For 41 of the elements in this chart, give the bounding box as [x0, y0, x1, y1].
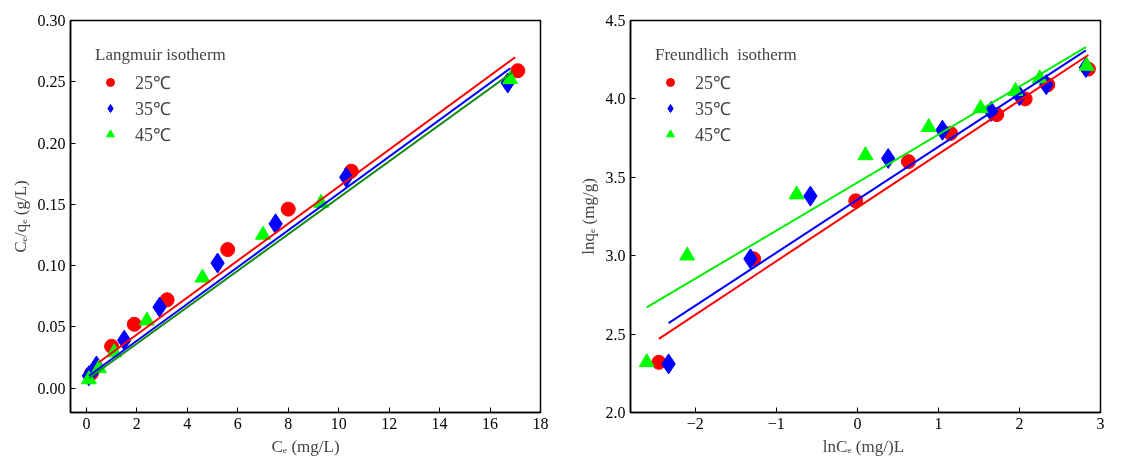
legend-title: Freundlich isotherm: [655, 45, 797, 65]
y-tick-label: 0.00: [37, 379, 66, 397]
x-tick-label: 14: [431, 414, 448, 432]
x-tick-label: 4: [183, 414, 192, 432]
y-tick-label: 0.25: [37, 73, 66, 91]
y-tick-label: 4.5: [605, 12, 626, 29]
legend-label: 25℃: [135, 72, 171, 94]
y-tick-label: 0.20: [37, 134, 66, 152]
y-tick-label: 2.5: [605, 325, 626, 343]
x-tick-label: 12: [381, 414, 398, 432]
y-tick-label: 0.05: [37, 318, 66, 336]
legend-title: Langmuir isotherm: [95, 45, 226, 65]
y-tick-label: 3.5: [605, 168, 626, 186]
y-axis-title: lnqₑ (mg/g): [578, 178, 598, 255]
x-tick-label: 16: [482, 414, 499, 432]
legend-label: 45℃: [695, 124, 731, 146]
x-tick-label: 0: [82, 414, 91, 432]
y-tick-label: 4.0: [605, 90, 626, 108]
x-tick-label: −1: [767, 414, 785, 432]
legend-label: 35℃: [135, 98, 171, 120]
x-tick-label: 3: [1096, 414, 1105, 432]
x-tick-label: −2: [686, 414, 704, 432]
x-tick-label: 18: [532, 414, 549, 432]
x-tick-label: 6: [233, 414, 242, 432]
x-tick-label: 2: [1015, 414, 1024, 432]
x-tick-label: 0: [853, 414, 862, 432]
y-tick-label: 0.15: [37, 195, 66, 213]
y-axis-title: Cₑ/qₑ (g/L): [10, 180, 30, 253]
y-tick-label: 2.0: [605, 404, 626, 421]
legend-label: 25℃: [695, 72, 731, 94]
x-tick-label: 1: [934, 414, 943, 432]
y-tick-label: 0.30: [37, 12, 66, 29]
x-axis-title: Cₑ (mg/L): [271, 436, 340, 456]
x-tick-label: 10: [330, 414, 347, 432]
x-tick-label: 2: [132, 414, 141, 432]
legend-label: 35℃: [695, 98, 731, 120]
y-tick-label: 0.10: [37, 257, 66, 274]
x-axis-title: lnCₑ (mg/)L: [822, 436, 905, 456]
x-tick-label: 8: [284, 414, 293, 432]
legend-label: 45℃: [135, 124, 171, 146]
y-tick-label: 3.0: [605, 247, 626, 265]
